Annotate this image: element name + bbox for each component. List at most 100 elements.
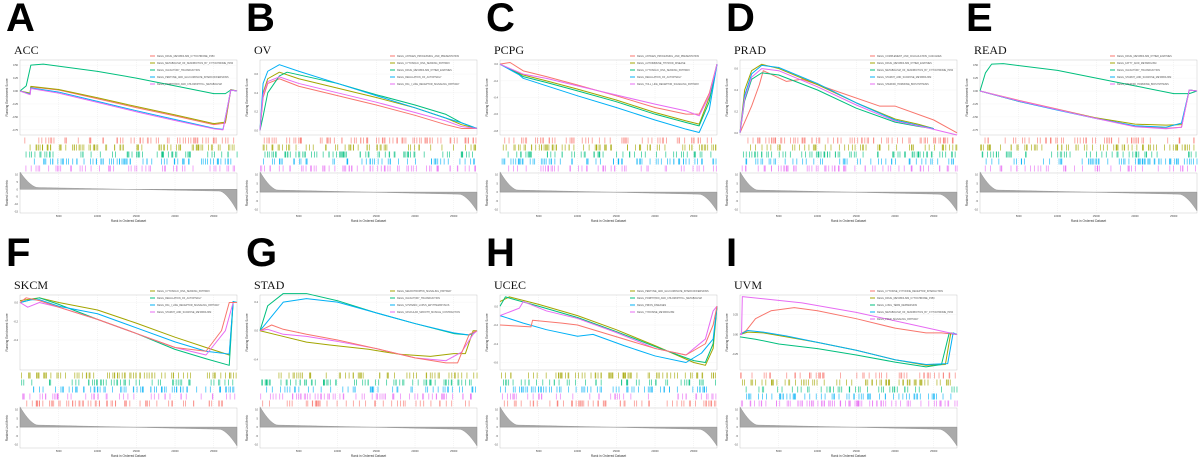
hit-tick xyxy=(45,372,47,379)
hit-tick xyxy=(54,393,56,400)
legend-label: KEGG_STEROID_HORMONE_BIOSYNTHESIS xyxy=(877,83,929,86)
hit-tick xyxy=(1058,158,1060,165)
hit-tick xyxy=(1008,151,1010,158)
hit-tick xyxy=(666,400,668,407)
hit-tick xyxy=(564,144,566,151)
hit-tick xyxy=(581,372,583,379)
legend-label: KEGG_REGULATION_OF_AUTOPHAGY xyxy=(637,76,682,79)
hit-tick xyxy=(461,372,463,379)
hit-tick xyxy=(791,386,793,393)
hit-row xyxy=(278,372,478,379)
hit-tick xyxy=(780,137,782,144)
hit-tick xyxy=(50,379,52,386)
hit-tick xyxy=(40,151,42,158)
hit-tick xyxy=(305,165,307,172)
hit-tick xyxy=(234,165,236,172)
hit-tick xyxy=(168,137,170,144)
hit-tick xyxy=(711,144,713,151)
hit-tick xyxy=(120,379,121,386)
hit-tick xyxy=(1169,158,1170,165)
hit-tick xyxy=(376,137,377,144)
es-curve xyxy=(259,71,478,131)
hit-tick xyxy=(551,158,552,165)
hit-tick xyxy=(110,165,111,172)
hit-tick xyxy=(1141,137,1143,144)
hit-tick xyxy=(548,165,549,172)
hit-tick xyxy=(384,137,386,144)
hit-tick xyxy=(196,144,198,151)
hit-tick xyxy=(501,158,503,165)
hit-tick xyxy=(436,393,438,400)
hit-tick xyxy=(1128,165,1130,172)
hit-tick xyxy=(179,137,181,144)
hit-tick xyxy=(1156,151,1158,158)
hit-tick xyxy=(1060,158,1062,165)
hit-tick xyxy=(515,393,517,400)
hit-tick xyxy=(648,400,650,407)
hit-tick xyxy=(679,137,680,144)
hit-tick xyxy=(590,386,592,393)
gsea-plot: 5000 10000 15000 20000 250000.0-0.2-0.4Runni… xyxy=(5,290,238,458)
metric-tick-label: -5 xyxy=(256,434,259,438)
hit-tick xyxy=(678,137,680,144)
hit-tick xyxy=(1010,165,1012,172)
es-curve xyxy=(19,297,237,352)
hit-tick xyxy=(786,165,788,172)
hit-tick xyxy=(1009,151,1011,158)
hit-tick xyxy=(1131,144,1133,151)
hit-tick xyxy=(230,372,232,379)
hit-tick xyxy=(65,372,66,379)
hit-tick xyxy=(705,144,707,151)
hit-tick xyxy=(906,379,908,386)
legend-label: KEGG_STARCH_AND_SUCROSE_METABOLISM xyxy=(157,311,211,314)
hit-tick xyxy=(324,379,326,386)
hit-tick xyxy=(794,393,796,400)
hit-tick xyxy=(25,151,27,158)
hit-tick xyxy=(167,151,169,158)
hit-tick xyxy=(505,372,506,379)
hit-tick xyxy=(235,372,237,379)
hit-tick xyxy=(164,144,165,151)
hit-tick xyxy=(340,372,341,379)
hit-tick xyxy=(1086,151,1087,158)
hit-tick xyxy=(112,151,113,158)
hit-tick xyxy=(212,137,214,144)
hit-tick xyxy=(624,165,625,172)
hit-tick xyxy=(129,372,131,379)
hit-row xyxy=(266,386,476,393)
hit-tick xyxy=(908,400,909,407)
hit-tick xyxy=(814,379,816,386)
metric-tick-label: -5 xyxy=(976,199,979,203)
hit-tick xyxy=(947,400,949,407)
hit-tick xyxy=(935,137,937,144)
hit-tick xyxy=(142,137,144,144)
hit-tick xyxy=(1086,137,1087,144)
hit-tick xyxy=(209,372,210,379)
hit-tick xyxy=(88,372,90,379)
hit-tick xyxy=(127,151,129,158)
hit-tick xyxy=(83,400,84,407)
legend-label: KEGG_ANTIGEN_PROCESSING_AND_PRESENTATION xyxy=(397,55,459,58)
hit-tick xyxy=(507,393,508,400)
hit-tick xyxy=(844,144,846,151)
hit-tick xyxy=(459,386,460,393)
hit-tick xyxy=(94,379,95,386)
hit-tick xyxy=(561,372,563,379)
hit-tick xyxy=(693,137,695,144)
hit-tick xyxy=(713,158,715,165)
hit-tick xyxy=(363,393,365,400)
hit-tick xyxy=(554,165,555,172)
hit-tick xyxy=(588,137,589,144)
hit-tick xyxy=(571,400,573,407)
hit-tick xyxy=(508,165,510,172)
hit-tick xyxy=(37,165,39,172)
hit-tick xyxy=(566,379,568,386)
hit-tick xyxy=(894,386,896,393)
hit-tick xyxy=(173,165,174,172)
hit-tick xyxy=(580,400,582,407)
hit-tick xyxy=(554,137,556,144)
hit-tick xyxy=(604,400,606,407)
hit-tick xyxy=(336,151,337,158)
hit-tick xyxy=(287,151,289,158)
metric-tick-label: -5 xyxy=(496,199,499,203)
